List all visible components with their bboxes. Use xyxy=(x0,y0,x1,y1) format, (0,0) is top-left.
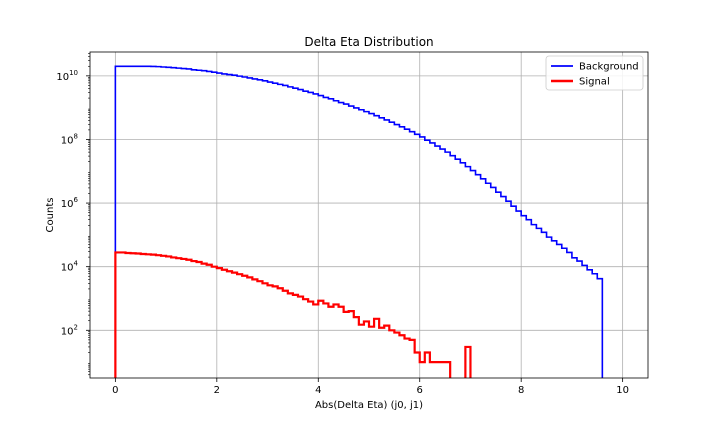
y-tick-exponent: 10 xyxy=(69,69,78,77)
y-tick-exponent: 4 xyxy=(74,260,79,268)
y-tick-base: 10 xyxy=(61,135,74,146)
x-tick-label: 2 xyxy=(214,385,220,396)
y-tick-label: 106 xyxy=(61,196,79,210)
series-signal-line xyxy=(114,251,472,378)
y-axis-label: Counts xyxy=(45,198,56,233)
plot-frame xyxy=(89,51,649,379)
y-tick-label: 102 xyxy=(61,323,78,337)
x-tick-label: 4 xyxy=(315,385,321,396)
x-tick-label: 8 xyxy=(518,385,524,396)
chart-title: Delta Eta Distribution xyxy=(304,35,433,49)
y-tick-label: 104 xyxy=(61,260,79,274)
x-tick-label: 10 xyxy=(616,385,629,396)
legend-label-signal: Signal xyxy=(579,77,610,88)
x-tick-label: 6 xyxy=(417,385,423,396)
y-tick-exponent: 6 xyxy=(74,196,79,204)
y-tick-exponent: 8 xyxy=(74,132,78,140)
y-tick-base: 10 xyxy=(61,263,74,274)
y-tick-base: 10 xyxy=(61,326,74,337)
series-layer xyxy=(114,65,604,378)
y-tick-label: 1010 xyxy=(56,69,78,83)
legend-label-background: Background xyxy=(579,62,639,73)
series-background-line xyxy=(114,65,604,378)
x-axis-label: Abs(Delta Eta) (j0, j1) xyxy=(315,400,423,411)
y-tick-exponent: 2 xyxy=(74,323,78,331)
x-axis: 0 2 4 6 8 10 xyxy=(112,378,629,396)
y-tick-base: 10 xyxy=(61,199,74,210)
legend: Background Signal xyxy=(545,55,644,91)
y-tick-label: 108 xyxy=(61,132,78,146)
y-tick-base: 10 xyxy=(56,72,69,83)
x-tick-label: 0 xyxy=(112,385,118,396)
